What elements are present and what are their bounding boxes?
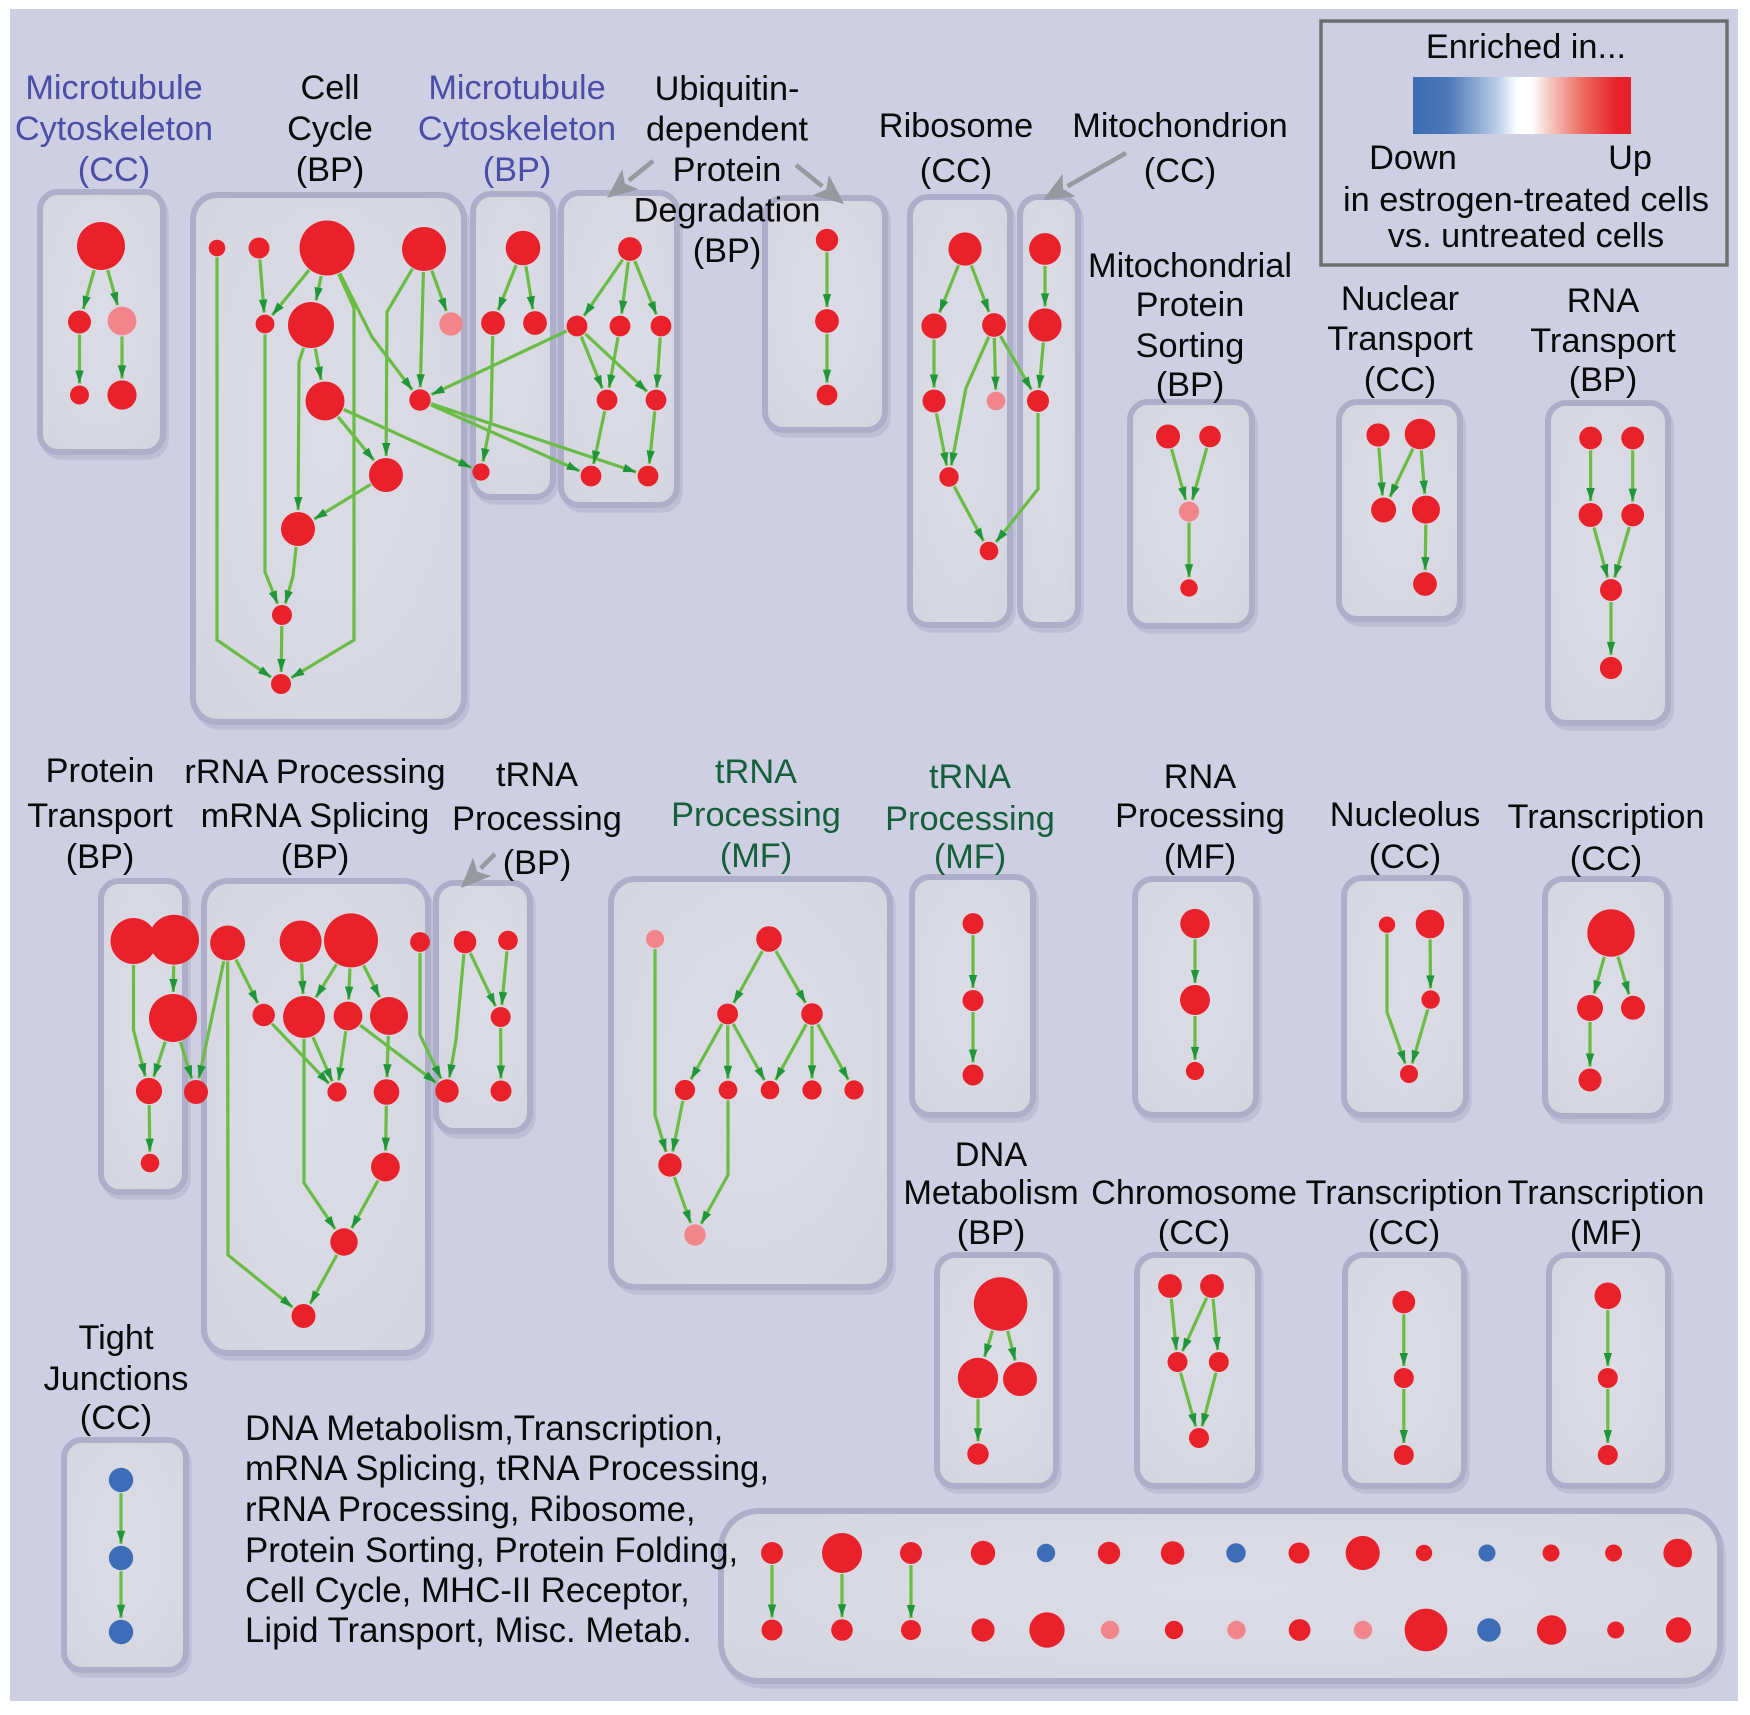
svg-text:mRNA Splicing, tRNA Processing: mRNA Splicing, tRNA Processing,: [245, 1449, 769, 1488]
svg-text:Processing: Processing: [885, 800, 1055, 838]
svg-text:Mitochondrial: Mitochondrial: [1088, 247, 1292, 285]
svg-text:(MF): (MF): [720, 837, 792, 875]
svg-text:Ubiquitin-: Ubiquitin-: [655, 70, 800, 108]
svg-text:(BP): (BP): [957, 1214, 1026, 1252]
svg-text:(BP): (BP): [1569, 361, 1638, 399]
svg-text:Protein Sorting, Protein Foldi: Protein Sorting, Protein Folding,: [245, 1531, 738, 1570]
svg-text:Cytoskeleton: Cytoskeleton: [15, 110, 213, 148]
svg-text:Tight: Tight: [79, 1319, 154, 1357]
svg-text:Mitochondrion: Mitochondrion: [1072, 107, 1287, 145]
svg-text:Degradation: Degradation: [634, 192, 821, 230]
svg-text:Protein: Protein: [1136, 286, 1245, 324]
svg-text:(BP): (BP): [503, 844, 572, 882]
svg-text:(BP): (BP): [296, 151, 365, 189]
svg-text:Cytoskeleton: Cytoskeleton: [418, 110, 616, 148]
svg-text:Processing: Processing: [1115, 797, 1285, 835]
svg-text:Cycle: Cycle: [287, 110, 373, 148]
svg-text:Down: Down: [1369, 139, 1457, 177]
svg-text:Up: Up: [1608, 139, 1652, 177]
svg-text:(MF): (MF): [934, 838, 1006, 876]
svg-text:RNA: RNA: [1567, 282, 1640, 320]
svg-text:(MF): (MF): [1164, 838, 1236, 876]
svg-text:(CC): (CC): [920, 152, 992, 190]
svg-text:Transcription: Transcription: [1306, 1174, 1503, 1212]
svg-text:Protein: Protein: [46, 752, 155, 790]
svg-text:in estrogen-treated cells: in estrogen-treated cells: [1343, 181, 1709, 219]
svg-text:Transcription: Transcription: [1508, 1174, 1705, 1212]
svg-text:(CC): (CC): [1368, 1214, 1440, 1252]
svg-text:DNA: DNA: [955, 1136, 1028, 1174]
svg-text:(CC): (CC): [80, 1399, 152, 1437]
svg-text:Junctions: Junctions: [44, 1360, 189, 1398]
svg-text:Nucleolus: Nucleolus: [1330, 796, 1481, 834]
svg-text:dependent: dependent: [646, 111, 809, 149]
svg-text:(BP): (BP): [483, 151, 552, 189]
svg-text:DNA Metabolism,Transcription,: DNA Metabolism,Transcription,: [245, 1409, 723, 1448]
svg-text:(MF): (MF): [1570, 1214, 1642, 1252]
svg-text:(CC): (CC): [78, 151, 150, 189]
svg-text:Processing: Processing: [452, 800, 622, 838]
svg-text:rRNA Processing: rRNA Processing: [184, 753, 445, 791]
svg-text:(CC): (CC): [1364, 361, 1436, 399]
svg-text:rRNA Processing, Ribosome,: rRNA Processing, Ribosome,: [245, 1490, 696, 1529]
svg-text:tRNA: tRNA: [496, 756, 578, 794]
svg-text:(CC): (CC): [1158, 1214, 1230, 1252]
svg-text:Protein: Protein: [673, 151, 782, 189]
svg-text:Chromosome: Chromosome: [1091, 1174, 1297, 1212]
svg-text:mRNA Splicing: mRNA Splicing: [201, 797, 430, 835]
svg-text:(BP): (BP): [693, 232, 762, 270]
svg-text:Transport: Transport: [27, 797, 173, 835]
svg-text:Microtubule: Microtubule: [428, 69, 605, 107]
svg-text:tRNA: tRNA: [929, 758, 1011, 796]
svg-text:Lipid Transport, Misc. Metab.: Lipid Transport, Misc. Metab.: [245, 1611, 692, 1650]
svg-text:Transport: Transport: [1530, 322, 1676, 360]
svg-text:Metabolism: Metabolism: [903, 1174, 1078, 1212]
svg-text:RNA: RNA: [1164, 758, 1237, 796]
svg-text:Cell: Cell: [300, 69, 359, 107]
svg-text:(BP): (BP): [66, 838, 135, 876]
svg-text:Nuclear: Nuclear: [1341, 280, 1459, 318]
svg-text:Transcription: Transcription: [1508, 798, 1705, 836]
svg-text:tRNA: tRNA: [715, 753, 797, 791]
svg-text:(BP): (BP): [1156, 366, 1225, 404]
svg-text:Ribosome: Ribosome: [879, 107, 1033, 145]
svg-text:vs. untreated cells: vs. untreated cells: [1388, 217, 1664, 255]
svg-text:Enriched in...: Enriched in...: [1426, 28, 1626, 66]
svg-text:(CC): (CC): [1369, 838, 1441, 876]
svg-text:Sorting: Sorting: [1136, 327, 1245, 365]
svg-text:(BP): (BP): [281, 838, 350, 876]
svg-text:(CC): (CC): [1144, 152, 1216, 190]
svg-text:Microtubule: Microtubule: [25, 69, 202, 107]
svg-text:Transport: Transport: [1327, 320, 1473, 358]
svg-text:Cell Cycle, MHC-II Receptor,: Cell Cycle, MHC-II Receptor,: [245, 1571, 690, 1610]
svg-text:(CC): (CC): [1570, 840, 1642, 878]
svg-text:Processing: Processing: [671, 796, 841, 834]
